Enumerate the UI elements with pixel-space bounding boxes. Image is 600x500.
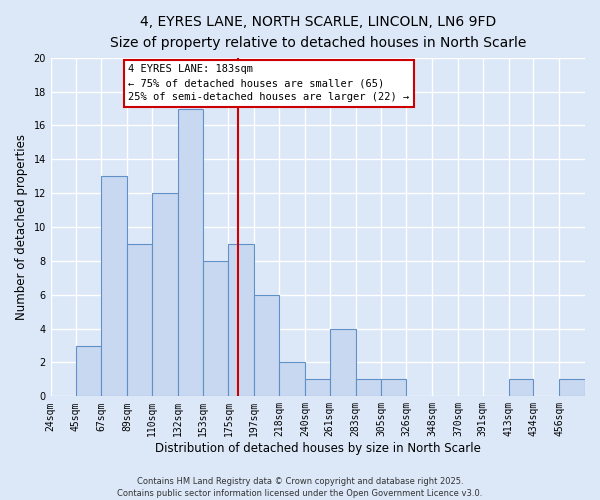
Bar	[229, 244, 254, 396]
Bar	[127, 244, 152, 396]
Text: 4 EYRES LANE: 183sqm
← 75% of detached houses are smaller (65)
25% of semi-detac: 4 EYRES LANE: 183sqm ← 75% of detached h…	[128, 64, 410, 102]
Bar	[101, 176, 127, 396]
Bar	[178, 108, 203, 397]
Bar	[509, 380, 533, 396]
Bar	[279, 362, 305, 396]
Bar	[76, 346, 101, 397]
Bar	[329, 328, 356, 396]
Bar	[559, 380, 585, 396]
Text: Contains HM Land Registry data © Crown copyright and database right 2025.
Contai: Contains HM Land Registry data © Crown c…	[118, 476, 482, 498]
Bar	[382, 380, 406, 396]
Bar	[305, 380, 329, 396]
Bar	[254, 294, 279, 396]
Title: 4, EYRES LANE, NORTH SCARLE, LINCOLN, LN6 9FD
Size of property relative to detac: 4, EYRES LANE, NORTH SCARLE, LINCOLN, LN…	[110, 15, 526, 50]
Bar	[356, 380, 382, 396]
Y-axis label: Number of detached properties: Number of detached properties	[15, 134, 28, 320]
Bar	[203, 261, 229, 396]
Bar	[152, 193, 178, 396]
X-axis label: Distribution of detached houses by size in North Scarle: Distribution of detached houses by size …	[155, 442, 481, 455]
